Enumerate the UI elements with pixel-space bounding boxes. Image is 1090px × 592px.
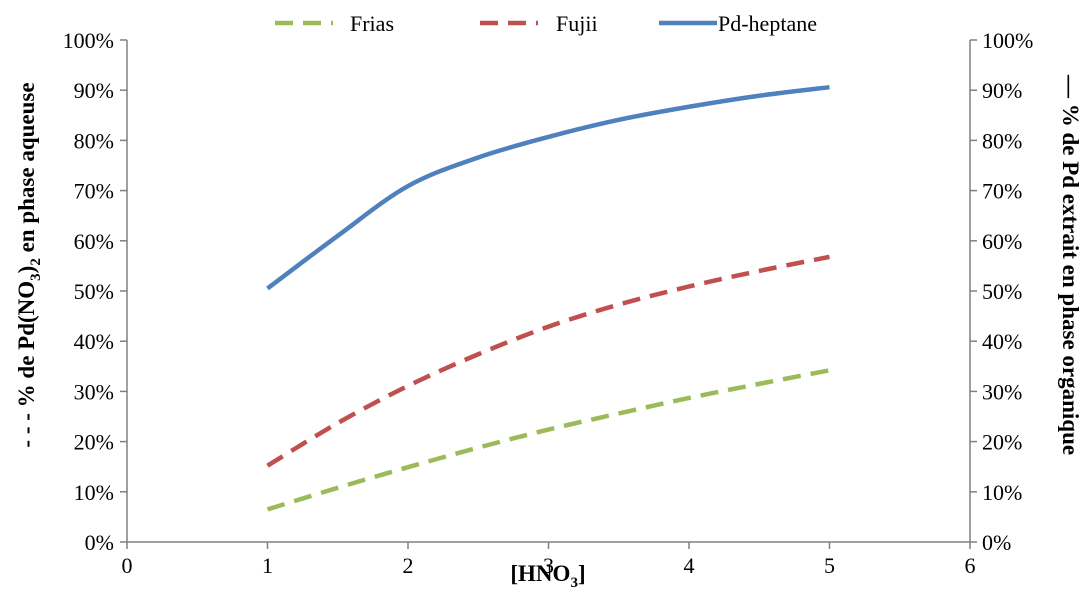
x-tick-label: 5 [824, 553, 835, 578]
y-axis-left-title-close: ) [14, 266, 39, 274]
y-right-tick-label: 70% [982, 179, 1022, 204]
y-left-tick-label: 60% [74, 229, 114, 254]
y-axis-right-title: — % de Pd extrait en phase organique [1058, 74, 1083, 455]
y-right-tick-label: 0% [982, 530, 1011, 555]
x-tick-label: 3 [543, 553, 554, 578]
y-axis-left-title-prefix: - - - % de Pd(NO [14, 281, 39, 448]
x-tick-label: 0 [122, 553, 133, 578]
x-axis-title-subscript: 3 [570, 575, 578, 591]
y-right-tick-label: 90% [982, 78, 1022, 103]
x-tick-label: 1 [262, 553, 273, 578]
x-tick-label: 2 [403, 553, 414, 578]
y-left-tick-label: 100% [63, 28, 114, 53]
series-line-fujii [266, 254, 830, 468]
y-left-tick-label: 30% [74, 379, 114, 404]
legend-label-frias: Frias [350, 11, 394, 36]
y-left-tick-label: 20% [74, 430, 114, 455]
y-left-tick-label: 40% [74, 329, 114, 354]
y-axis-left-title-end: en phase aqueuse [14, 82, 39, 258]
y-left-tick-label: 50% [74, 279, 114, 304]
y-right-tick-label: 100% [982, 28, 1033, 53]
ticks: 0%10%20%30%40%50%60%70%80%90%100%0%10%20… [63, 28, 1034, 578]
x-axis-title: [HNO3] [510, 561, 585, 591]
y-axis-left-title-sub2: 2 [28, 258, 44, 266]
legend: Frias Fujii Pd-heptane [275, 11, 817, 36]
y-left-tick-label: 0% [85, 530, 114, 555]
x-tick-label: 4 [684, 553, 695, 578]
series-lines [266, 84, 830, 512]
y-axis-left-title: - - - % de Pd(NO3)2 en phase aqueuse [14, 82, 44, 447]
y-right-tick-label: 30% [982, 379, 1022, 404]
y-left-tick-label: 10% [74, 480, 114, 505]
y-left-tick-label: 90% [74, 78, 114, 103]
y-axis-left-title-sub: 3 [28, 273, 44, 281]
axes [126, 40, 971, 543]
legend-label-pd-heptane: Pd-heptane [718, 11, 817, 36]
y-right-tick-label: 40% [982, 329, 1022, 354]
series-line-pd-heptane [266, 84, 830, 291]
y-right-tick-label: 50% [982, 279, 1022, 304]
legend-label-fujii: Fujii [556, 11, 598, 36]
y-right-tick-label: 20% [982, 430, 1022, 455]
y-left-tick-label: 80% [74, 128, 114, 153]
x-axis-title-main: [HNO [510, 561, 570, 586]
y-left-tick-label: 70% [74, 179, 114, 204]
y-right-tick-label: 80% [982, 128, 1022, 153]
y-right-tick-label: 10% [982, 480, 1022, 505]
x-axis-title-close: ] [578, 561, 586, 586]
series-line-frias [266, 368, 830, 512]
y-right-tick-label: 60% [982, 229, 1022, 254]
x-tick-label: 6 [965, 553, 976, 578]
